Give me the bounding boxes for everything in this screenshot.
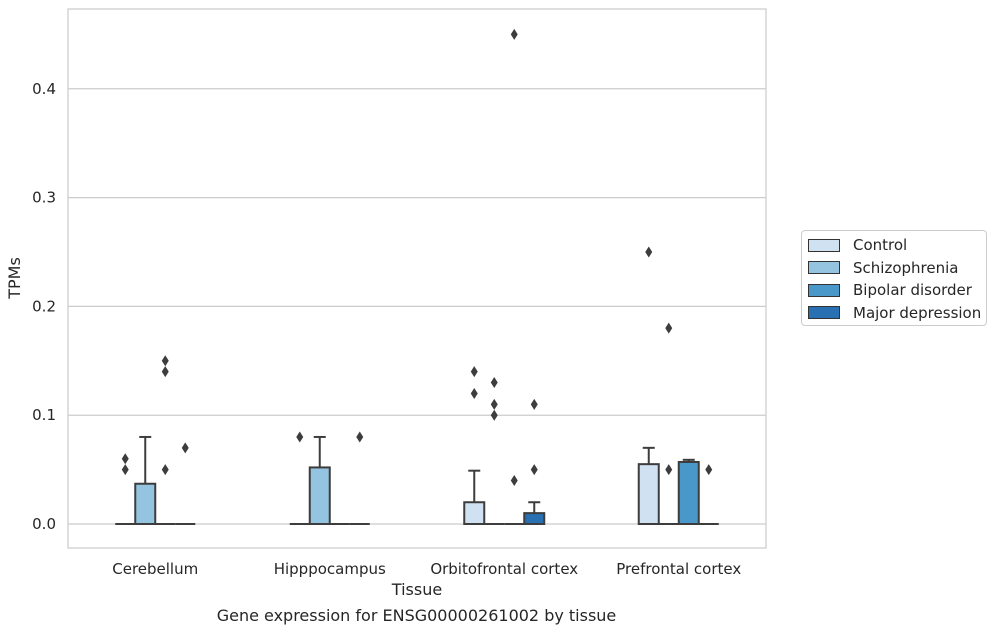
outlier-point [530,398,538,410]
legend-swatch [808,238,840,252]
box-schizophrenia [134,435,157,525]
box-body [463,501,486,525]
legend-label: Control [853,236,908,255]
outlier-point [296,431,304,443]
legend-item: Schizophrenia [808,257,986,280]
outlier-point [470,366,478,378]
outlier-point [665,464,673,476]
box-bipolar-disorder [677,458,700,526]
grid-lines [68,88,766,525]
outlier-point [161,464,169,476]
outlier-point [490,409,498,421]
outlier-point [121,464,129,476]
y-tick-label: 0.0 [32,515,56,533]
x-axis-label: Tissue [391,580,442,599]
outlier-point [490,377,498,389]
x-tick-label: Cerebellum [112,560,198,578]
box-control [637,446,660,526]
y-axis-label: TPMs [5,257,24,300]
box-body [637,463,660,526]
y-tick-label: 0.4 [32,80,56,98]
outlier-point [645,246,653,258]
box-control [463,469,486,525]
y-tick-labels: 0.0 0.1 0.2 0.3 0.4 [32,80,56,533]
outlier-point [705,464,713,476]
x-tick-labels: Cerebellum Hipppocampus Orbitofrontal cort… [112,560,741,578]
outlier-point [490,398,498,410]
box-schizophrenia [308,435,331,526]
plot-frame [67,8,767,549]
outlier-point [470,387,478,399]
y-tick-label: 0.1 [32,406,56,424]
legend-label: Bipolar disorder [853,281,972,300]
outlier-point [356,431,364,443]
outlier-point [181,442,189,454]
box-body [134,482,157,525]
chart-caption: Gene expression for ENSG00000261002 by t… [216,606,617,625]
legend-label: Schizophrenia [853,258,959,277]
box-body [308,466,331,526]
x-tick-label: Orbitofrontal cortex [430,560,578,578]
boxes [115,435,719,526]
legend-item: Bipolar disorder [808,279,986,302]
y-tick-label: 0.2 [32,297,56,315]
legend-label: Major depression [853,303,982,322]
outlier-point [510,474,518,486]
legend-swatch [808,306,840,320]
box-major-depression [523,501,546,525]
legend-item: Control [808,234,986,257]
y-tick-label: 0.3 [32,189,56,207]
outlier-point [161,355,169,367]
x-tick-label: Prefrontal cortex [616,560,741,578]
outlier-point [510,28,518,40]
outlier-point [665,322,673,334]
legend-swatch [808,261,840,275]
outliers [121,28,713,486]
outlier-point [161,366,169,378]
box-body [523,512,546,525]
outlier-point [530,464,538,476]
outlier-point [121,453,129,465]
box-body [677,460,700,526]
x-tick-label: Hipppocampus [274,560,386,578]
legend-item: Major depression [808,302,986,325]
legend: Control Schizophrenia Bipolar disorder Majo… [801,230,987,326]
legend-swatch [808,283,840,297]
